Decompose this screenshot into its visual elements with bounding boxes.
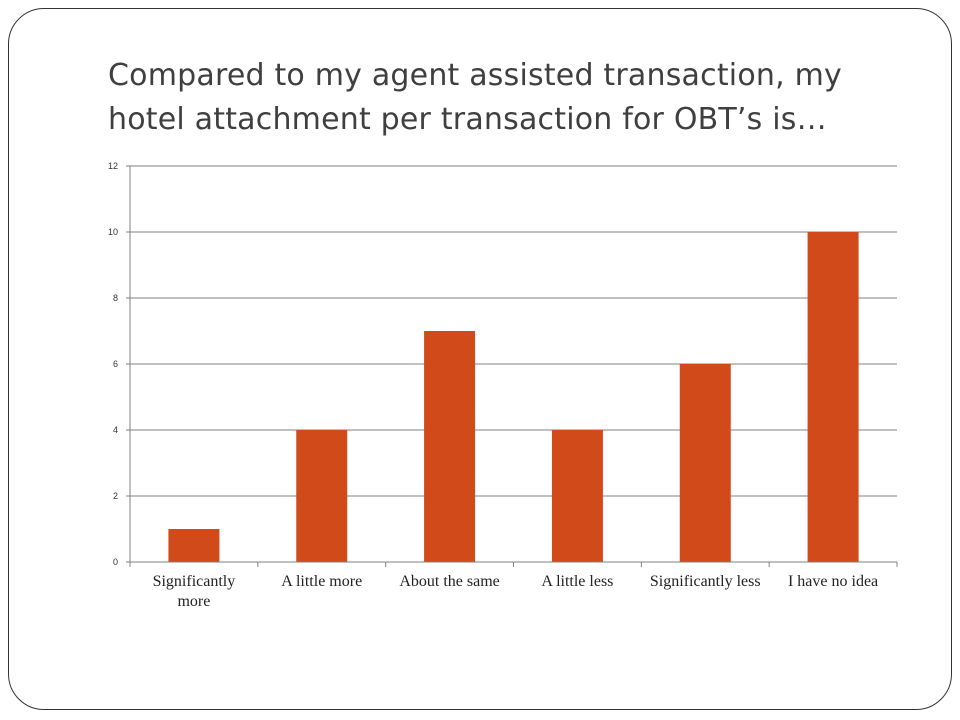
x-category-label: I have no idea xyxy=(787,573,879,590)
bar xyxy=(168,529,220,562)
x-category-label-box: A little more xyxy=(281,573,363,590)
gridlines xyxy=(126,165,897,563)
y-tick-label: 6 xyxy=(113,359,118,369)
bar xyxy=(679,364,731,562)
x-category-label-box: Significantly less xyxy=(649,573,761,590)
y-tick-label: 4 xyxy=(113,425,118,435)
x-category-label: Significantly more xyxy=(152,573,236,610)
y-tick-label: 0 xyxy=(113,557,118,567)
x-category-label: A little more xyxy=(281,573,363,590)
y-tick-label: 12 xyxy=(108,161,118,171)
y-tick-label: 10 xyxy=(108,227,118,237)
axes xyxy=(129,166,898,567)
y-axis-tick-labels: 0 2 4 6 8 10 12 xyxy=(108,161,118,567)
bar xyxy=(296,430,348,562)
x-category-label-box: About the same xyxy=(399,573,500,590)
y-tick-label: 2 xyxy=(113,491,118,501)
bar xyxy=(424,331,476,562)
x-axis-category-labels: Significantly more A little more About the… xyxy=(152,573,879,610)
x-category-label: Significantly less xyxy=(649,573,761,590)
bar xyxy=(807,232,859,562)
x-category-label-box: Significantly more xyxy=(152,573,236,610)
x-category-label-box: A little less xyxy=(541,573,614,590)
x-category-label: About the same xyxy=(399,573,500,590)
bar xyxy=(551,430,603,562)
x-category-label: A little less xyxy=(541,573,614,590)
slide-frame xyxy=(8,8,952,710)
x-category-label-box: I have no idea xyxy=(787,573,879,590)
y-tick-label: 8 xyxy=(113,293,118,303)
bars xyxy=(168,232,859,562)
chart-title: Compared to my agent assisted transactio… xyxy=(108,58,842,137)
